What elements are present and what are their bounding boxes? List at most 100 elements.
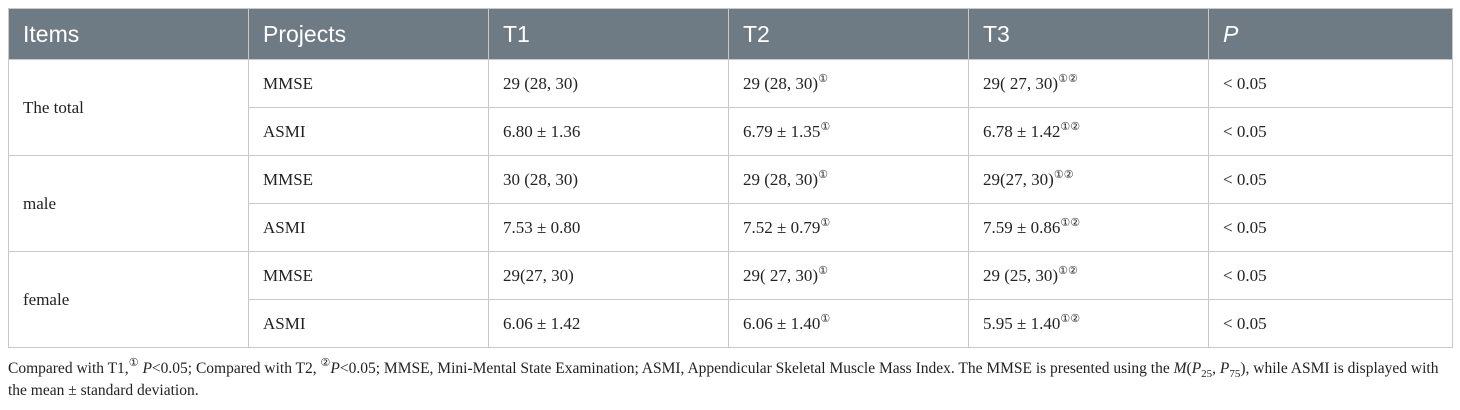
table-cell: < 0.05	[1208, 107, 1453, 156]
table-body: The total MMSE 29 (28, 30) 29 (28, 30)① 29( …	[8, 59, 1453, 348]
table-cell: MMSE	[248, 251, 489, 300]
cell-text: 29( 27, 30)	[983, 73, 1059, 93]
cell-superscript: ①②	[1060, 312, 1081, 325]
cell-superscript: ①	[820, 216, 831, 229]
table-cell: 29( 27, 30)①②	[968, 59, 1209, 108]
cell-text: 6.78 ± 1.42	[983, 121, 1061, 141]
table-row: ASMI 6.80 ± 1.36 6.79 ± 1.35① 6.78 ± 1.42①②…	[9, 107, 1453, 156]
cell-text: 29 (25, 30)	[983, 265, 1059, 285]
cell-superscript: ①②	[1058, 72, 1078, 85]
cell-text: 29 (28, 30)	[743, 73, 819, 93]
cell-superscript: ①	[818, 72, 828, 85]
table-cell: 29 (28, 30)①	[728, 59, 969, 108]
table-cell: 6.06 ± 1.42	[488, 299, 729, 348]
cell-text: 6.79 ± 1.35	[743, 121, 821, 141]
table-cell: < 0.05	[1208, 155, 1453, 204]
cell-superscript: ①	[818, 168, 828, 181]
footnote-run: ①	[128, 357, 139, 369]
header-cell: T1	[488, 8, 729, 60]
cell-superscript: ①②	[1060, 216, 1081, 229]
table-cell: 7.59 ± 0.86①②	[968, 203, 1209, 252]
table-cell: 29( 27, 30)①	[728, 251, 969, 300]
table-cell: < 0.05	[1208, 59, 1453, 108]
table-cell: 29 (28, 30)	[488, 59, 729, 108]
table-cell: 6.80 ± 1.36	[488, 107, 729, 156]
table: Items Projects T1 T2 T3 P The total MMSE 29 (28…	[8, 8, 1453, 348]
table-cell: MMSE	[248, 155, 489, 204]
table-row: ASMI 7.53 ± 0.80 7.52 ± 0.79① 7.59 ± 0.86①②…	[9, 203, 1453, 252]
table-cell: 5.95 ± 1.40①②	[968, 299, 1209, 348]
table-row: The total MMSE 29 (28, 30) 29 (28, 30)① 29( …	[8, 59, 1453, 156]
cell-superscript: ①②	[1060, 120, 1081, 133]
header-cell: Items	[8, 8, 249, 60]
cell-text: ASMI	[263, 313, 306, 333]
cell-text: MMSE	[263, 73, 314, 93]
group-label: female	[8, 251, 249, 348]
cell-text: 29(27, 30)	[503, 265, 574, 285]
table-cell: 6.06 ± 1.40①	[728, 299, 969, 348]
cell-superscript: ①②	[1058, 264, 1078, 277]
footnote: Compared with T1,① P <0.05; Compared with…	[8, 358, 1452, 402]
cell-text: < 0.05	[1223, 73, 1267, 93]
cell-text: 29( 27, 30)	[743, 265, 819, 285]
group-label: male	[8, 155, 249, 252]
header-row: Items Projects T1 T2 T3 P	[8, 8, 1453, 60]
footnote-run: <0.05; MMSE, Mini-Mental State Examinati…	[339, 360, 1174, 377]
table-cell: 29(27, 30)①②	[968, 155, 1209, 204]
table-row: female MMSE 29(27, 30) 29( 27, 30)① 29 (25, …	[8, 251, 1453, 348]
footnote-run: 25	[1201, 368, 1213, 381]
footnote-run: (	[1186, 360, 1192, 377]
cell-superscript: ①②	[1053, 168, 1074, 181]
cell-text: MMSE	[263, 169, 314, 189]
cell-text: < 0.05	[1223, 313, 1267, 333]
cell-text: < 0.05	[1223, 217, 1267, 237]
table-cell: < 0.05	[1208, 299, 1453, 348]
footnote-run: P	[1219, 360, 1230, 377]
cell-text: 29 (28, 30)	[503, 73, 579, 93]
cell-text: < 0.05	[1223, 265, 1267, 285]
cell-text: 29(27, 30)	[983, 169, 1054, 189]
cell-text: MMSE	[263, 265, 314, 285]
cell-text: 6.80 ± 1.36	[503, 121, 581, 141]
table-cell: 6.79 ± 1.35①	[728, 107, 969, 156]
header-cell: T3	[968, 8, 1209, 60]
table-cell: 30 (28, 30)	[488, 155, 729, 204]
footnote-run: <0.05; Compared with T2,	[151, 360, 321, 377]
footnote-run: P	[330, 360, 340, 377]
header-cell: T2	[728, 8, 969, 60]
table-cell: 7.52 ± 0.79①	[728, 203, 969, 252]
table-cell: MMSE	[248, 59, 489, 108]
footnote-run: ,	[1212, 360, 1220, 377]
table-cell: ASMI	[248, 203, 489, 252]
cell-text: 7.52 ± 0.79	[743, 217, 821, 237]
cell-text: 7.59 ± 0.86	[983, 217, 1061, 237]
cell-superscript: ①	[818, 264, 828, 277]
table-cell: < 0.05	[1208, 203, 1453, 252]
footnote-run: 75	[1229, 368, 1241, 381]
cell-text: < 0.05	[1223, 169, 1267, 189]
cell-text: 29 (28, 30)	[743, 169, 819, 189]
group-label: The total	[8, 59, 249, 156]
cell-text: 30 (28, 30)	[503, 169, 579, 189]
table-cell: ASMI	[248, 107, 489, 156]
table-cell: 7.53 ± 0.80	[488, 203, 729, 252]
footnote-run: M	[1173, 360, 1187, 377]
table-wrap: Items Projects T1 T2 T3 P The total MMSE 29 (28…	[8, 8, 1453, 348]
footnote-run: Compared with T1,	[8, 360, 129, 377]
cell-text: < 0.05	[1223, 121, 1267, 141]
table-row: male MMSE 30 (28, 30) 29 (28, 30)① 29(27, 30…	[8, 155, 1453, 252]
cell-text: 6.06 ± 1.42	[503, 313, 581, 333]
table-cell: 29(27, 30)	[488, 251, 729, 300]
table-cell: 29 (25, 30)①②	[968, 251, 1209, 300]
table-cell: ASMI	[248, 299, 489, 348]
header-cell: Projects	[248, 8, 489, 60]
table-cell: 6.78 ± 1.42①②	[968, 107, 1209, 156]
cell-superscript: ①	[820, 120, 831, 133]
cell-text: 6.06 ± 1.40	[743, 313, 821, 333]
table-cell: < 0.05	[1208, 251, 1453, 300]
cell-text: ASMI	[263, 217, 306, 237]
header-cell: P	[1208, 8, 1453, 60]
footnote-run: ), while ASMI is displayed with the mean…	[8, 360, 1439, 399]
footnote-run: ②	[320, 357, 331, 369]
cell-text: 5.95 ± 1.40	[983, 313, 1061, 333]
